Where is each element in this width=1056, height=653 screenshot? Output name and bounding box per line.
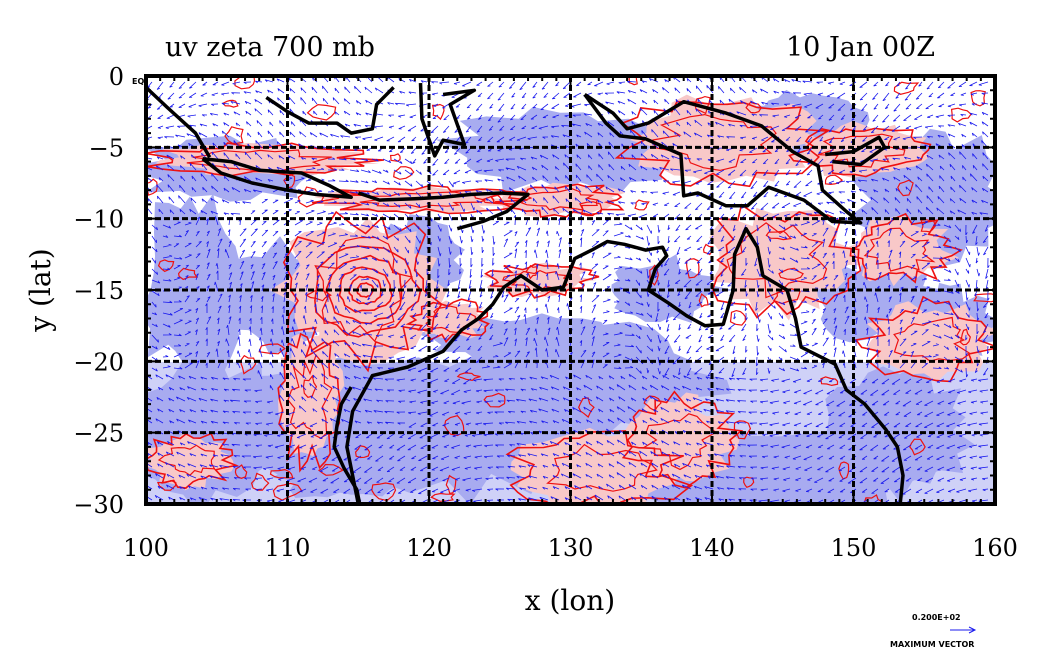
y-tick-label: −15 — [73, 277, 124, 305]
y-tick-labels: 0 −5 −10 −15 −20 −25 −30 — [73, 63, 124, 519]
y-axis-label: y (lat) — [24, 248, 57, 332]
map-time-label: 10 Jan 00Z — [786, 32, 935, 63]
x-tick-label: 150 — [831, 534, 877, 562]
x-tick-label: 130 — [548, 534, 594, 562]
vector-key-label: MAXIMUM VECTOR — [890, 640, 974, 649]
y-tick-label: −10 — [73, 206, 124, 234]
y-tick-label: −5 — [89, 134, 124, 162]
map-title: uv zeta 700 mb — [165, 32, 375, 63]
positive-vorticity-fill — [146, 94, 995, 504]
x-axis-label: x (lon) — [525, 584, 615, 617]
equator-label: EQ — [132, 77, 144, 86]
x-tick-label: 120 — [406, 534, 452, 562]
y-tick-label: −20 — [73, 348, 124, 376]
frame-ticks — [145, 75, 996, 505]
vector-key-value: 0.200E+02 — [912, 613, 961, 622]
map-area — [146, 76, 995, 504]
y-tick-label: −25 — [73, 420, 124, 448]
y-tick-label: −30 — [73, 491, 124, 519]
wind-vectors — [146, 76, 990, 504]
x-tick-label: 160 — [972, 534, 1018, 562]
x-tick-label: 110 — [265, 534, 311, 562]
x-tick-labels: 100 110 120 130 140 150 160 — [123, 534, 1018, 562]
coastlines — [146, 83, 905, 504]
x-tick-label: 140 — [689, 534, 735, 562]
lat-lon-grid — [146, 76, 995, 504]
y-tick-label: 0 — [109, 63, 124, 91]
x-tick-label: 100 — [123, 534, 169, 562]
